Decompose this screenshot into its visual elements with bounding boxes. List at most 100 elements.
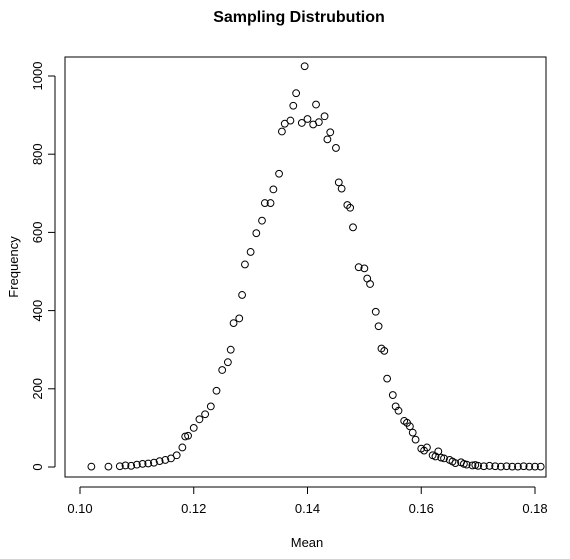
y-tick-label: 0 [30, 463, 45, 470]
data-point [172, 451, 181, 460]
chart-title: Sampling Distrubution [213, 9, 385, 26]
data-point [303, 115, 312, 123]
data-point [292, 89, 301, 98]
data-point [150, 458, 158, 467]
data-point [195, 415, 204, 424]
data-point [451, 459, 460, 467]
data-point [519, 462, 528, 471]
data-point [201, 410, 210, 419]
data-point [206, 402, 215, 411]
data-point [127, 461, 136, 470]
data-point [115, 462, 124, 471]
y-tick-label: 800 [30, 143, 45, 165]
x-axis: 0.10 0.12 0.14 0.16 0.18 [67, 486, 548, 516]
data-point [266, 199, 275, 207]
data-point [479, 462, 488, 471]
data-point [138, 459, 147, 468]
x-tick-label: 0.12 [181, 501, 206, 516]
data-point [314, 118, 323, 127]
data-point [189, 424, 198, 432]
data-point [394, 406, 403, 415]
data-point [405, 422, 414, 431]
data-point [380, 346, 389, 355]
data-point [323, 135, 332, 144]
data-point [346, 203, 355, 212]
data-point [349, 223, 357, 232]
data-point [485, 461, 494, 470]
data-point [408, 428, 417, 437]
data-point [332, 144, 340, 152]
data-point [132, 460, 141, 469]
data-point [252, 229, 261, 238]
data-point [491, 462, 500, 471]
y-tick-label: 600 [30, 222, 45, 244]
data-point [218, 366, 227, 374]
data-point [326, 128, 335, 137]
data-point [383, 374, 392, 383]
data-point [462, 460, 471, 469]
data-point [320, 112, 329, 121]
data-point [87, 462, 96, 471]
x-tick-label: 0.10 [67, 501, 92, 516]
data-point [434, 447, 443, 456]
data-point [258, 216, 266, 225]
data-point [354, 263, 363, 272]
y-tick-label: 1000 [30, 62, 45, 91]
data-point [246, 248, 255, 256]
data-point [300, 62, 309, 71]
data-point [343, 201, 352, 209]
y-axis-label: Frequency [6, 236, 21, 298]
data-point [508, 462, 517, 471]
data-point [297, 119, 306, 127]
data-point [536, 462, 545, 471]
data-point [502, 462, 511, 471]
data-point [440, 454, 448, 463]
data-point [411, 435, 420, 444]
data-point [155, 457, 164, 466]
y-tick-label: 200 [30, 378, 45, 400]
data-point [374, 322, 383, 331]
data-point [269, 185, 278, 194]
data-point [260, 199, 269, 207]
data-point [286, 116, 295, 125]
data-point [337, 184, 346, 193]
data-point [312, 100, 320, 109]
x-tick-label: 0.16 [409, 501, 434, 516]
x-tick-label: 0.18 [522, 501, 547, 516]
data-point [360, 264, 369, 273]
data-point [226, 345, 235, 354]
data-point [334, 178, 343, 187]
data-point [241, 260, 249, 269]
data-point [144, 459, 153, 468]
data-point [289, 101, 298, 110]
data-point [178, 443, 187, 452]
data-point [278, 127, 286, 136]
data-point [161, 456, 170, 464]
data-point [496, 462, 505, 471]
data-point [121, 461, 130, 470]
data-point [104, 462, 113, 471]
y-axis: 0 200 400 600 800 1000 [30, 62, 56, 471]
data-point [238, 291, 246, 299]
plot-area-frame [64, 56, 547, 478]
data-point [423, 443, 431, 452]
data-point [235, 314, 244, 323]
data-point [531, 462, 539, 471]
data-point [223, 358, 232, 367]
data-point [184, 431, 192, 440]
data-point [514, 462, 522, 471]
data-point [212, 386, 221, 395]
data-point [525, 462, 534, 471]
data-points [87, 62, 545, 471]
x-axis-label: Mean [291, 535, 324, 550]
data-point [371, 307, 380, 316]
y-tick-label: 400 [30, 300, 45, 322]
data-point [275, 169, 283, 178]
data-point [366, 280, 374, 288]
data-point [468, 461, 477, 470]
data-point [229, 319, 238, 328]
data-point [474, 461, 483, 470]
data-point [388, 391, 397, 399]
x-tick-label: 0.14 [295, 501, 320, 516]
